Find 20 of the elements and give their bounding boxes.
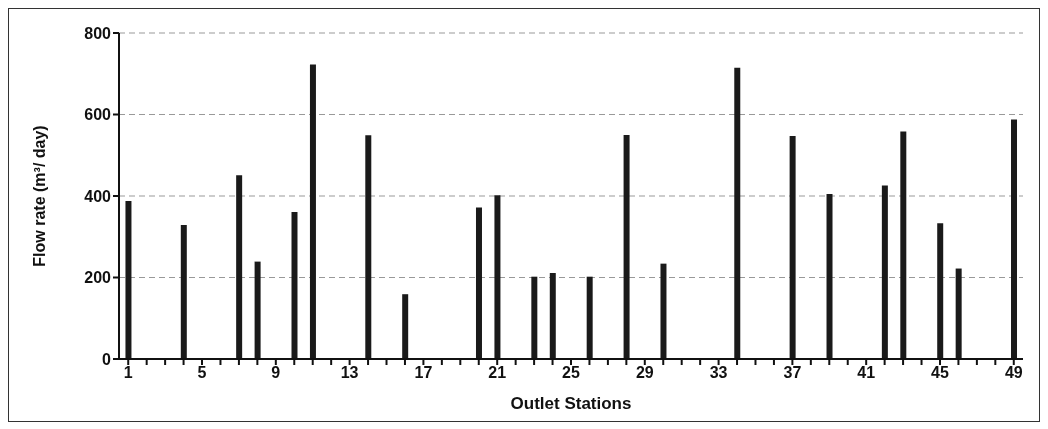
x-tick-label: 29 <box>635 364 654 382</box>
x-tick-label: 37 <box>783 364 802 382</box>
x-tick-label: 1 <box>123 364 133 382</box>
y-axis-title: Flow rate (m³/ day) <box>30 125 48 267</box>
y-tick-label: 600 <box>84 106 112 124</box>
x-tick-label: 49 <box>1004 364 1023 382</box>
x-tick-label: 45 <box>931 364 949 382</box>
x-tick-label: 17 <box>414 364 433 382</box>
y-tick-label: 0 <box>102 350 112 368</box>
x-tick-label: 9 <box>271 364 281 382</box>
y-tick-label: 400 <box>84 187 112 205</box>
x-axis-title: Outlet Stations <box>510 394 632 413</box>
y-tick-label: 200 <box>84 269 112 287</box>
x-tick-label: 13 <box>340 364 359 382</box>
x-tick-label: 25 <box>562 364 580 382</box>
x-tick-label: 41 <box>857 364 876 382</box>
y-tick-label: 800 <box>84 24 112 42</box>
x-tick-label: 33 <box>709 364 728 382</box>
x-tick-label: 21 <box>488 364 507 382</box>
x-tick-label: 5 <box>197 364 207 382</box>
